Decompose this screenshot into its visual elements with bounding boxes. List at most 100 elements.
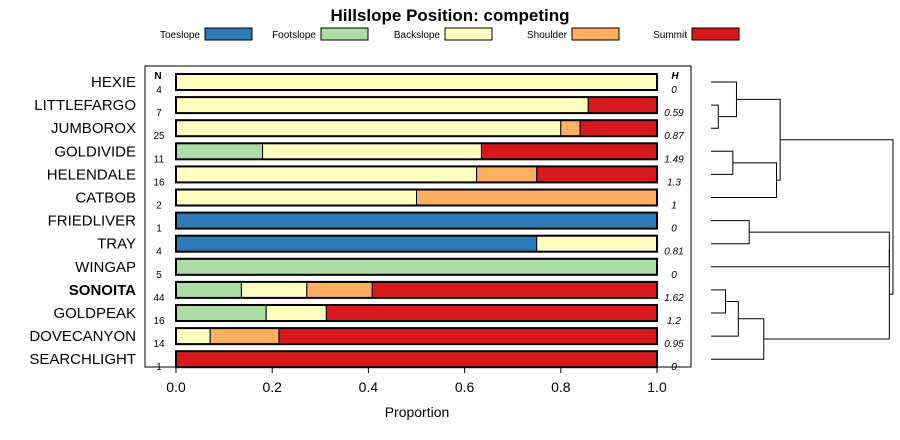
- dendrogram-link: [711, 231, 890, 268]
- row-label: TRAY: [97, 236, 136, 253]
- legend-label-backslope: Backslope: [394, 30, 441, 41]
- row-label: DOVECANYON: [29, 328, 136, 345]
- bar-outline: [175, 304, 658, 322]
- bar-outline: [175, 350, 658, 369]
- row-label: WINGAP: [75, 259, 136, 276]
- bar-segment-footslope: [175, 281, 242, 299]
- h-value: 1.3: [667, 177, 681, 188]
- bar-segment-summit: [175, 350, 658, 368]
- bar-segment-summit: [371, 281, 658, 299]
- bar-segment-backslope: [175, 119, 562, 137]
- bar-segment-backslope: [265, 304, 327, 322]
- bar-segment-backslope: [175, 73, 658, 91]
- bar-segment-backslope: [262, 142, 482, 160]
- bar-segment-toeslope: [175, 235, 538, 253]
- row-label: SEARCHLIGHT: [29, 351, 136, 368]
- h-value: 0.81: [664, 247, 683, 258]
- dendrogram-link: [711, 318, 765, 360]
- h-value: 1.2: [667, 316, 681, 327]
- bar-segment-shoulder: [416, 189, 658, 206]
- bar-segment-backslope: [240, 281, 308, 299]
- bar-segment-footslope: [175, 258, 658, 276]
- row-label: HEXIE: [91, 74, 136, 91]
- bar-segment-footslope: [175, 142, 264, 160]
- h-value: 0: [671, 362, 677, 373]
- h-value: 1: [671, 201, 677, 212]
- dendrogram-link: [711, 104, 719, 129]
- h-value: 1.62: [664, 293, 684, 304]
- row-label: JUMBOROX: [51, 120, 136, 137]
- bar-segment-shoulder: [306, 281, 373, 299]
- dendrogram-link: [780, 139, 894, 295]
- bar-outline: [175, 211, 658, 230]
- bar-outline: [175, 234, 658, 253]
- legend-label-summit: Summit: [653, 30, 687, 41]
- bar-outline: [175, 73, 658, 91]
- x-tick-label: 0.4: [359, 379, 379, 395]
- bar-segment-summit: [579, 119, 658, 137]
- bar-segment-backslope: [536, 235, 658, 253]
- h-value: 0.59: [664, 108, 684, 119]
- bar-segment-summit: [480, 142, 658, 160]
- legend-swatch-shoulder: [571, 27, 620, 41]
- legend-label-footslope: Footslope: [272, 30, 316, 41]
- bar-segment-toeslope: [175, 212, 658, 230]
- bar-outline: [175, 327, 658, 346]
- legend-label-shoulder: Shoulder: [527, 30, 568, 41]
- row-label: CATBOB: [75, 190, 136, 207]
- dendrogram-link: [763, 249, 890, 340]
- bar-outline: [175, 188, 658, 207]
- row-label: SONOITA: [69, 282, 136, 299]
- row-label: HELENDALE: [47, 166, 136, 183]
- dendrogram-link: [736, 98, 781, 181]
- n-value: 14: [153, 339, 165, 350]
- bar-outline: [175, 280, 658, 299]
- bar-segment-summit: [278, 327, 658, 345]
- bar-segment-shoulder: [476, 165, 538, 183]
- dendrogram-link: [711, 150, 734, 175]
- n-value: 7: [156, 108, 162, 119]
- h-header: H: [671, 71, 679, 82]
- n-value: 1: [156, 224, 162, 235]
- x-tick-label: 1.0: [647, 379, 667, 395]
- bar-segment-summit: [587, 96, 658, 114]
- n-value: 4: [156, 247, 162, 258]
- n-value: 4: [156, 85, 162, 96]
- bar-segment-backslope: [175, 327, 211, 345]
- h-value: 0: [671, 85, 677, 96]
- legend-label-toeslope: Toeslope: [160, 30, 200, 41]
- bar-outline: [175, 257, 658, 276]
- x-tick-label: 0.8: [551, 379, 571, 395]
- dendrogram-link: [711, 162, 778, 198]
- bar-segment-summit: [325, 304, 658, 322]
- bar-segment-shoulder: [560, 119, 581, 137]
- legend-swatch-footslope: [320, 27, 369, 41]
- legend-swatch-summit: [691, 27, 740, 41]
- x-tick-label: 0.0: [166, 379, 186, 395]
- x-tick-label: 0.2: [262, 379, 282, 395]
- h-value: 0.95: [664, 339, 684, 350]
- dendrogram-link: [711, 81, 737, 118]
- n-value: 16: [153, 177, 165, 188]
- bar-outline: [175, 142, 658, 161]
- h-value: 0: [671, 224, 677, 235]
- row-label: GOLDPEAK: [53, 305, 136, 322]
- h-value: 0.87: [664, 131, 684, 142]
- dendrogram-link: [711, 220, 750, 245]
- dendrogram: [711, 81, 894, 360]
- dendrogram-link: [711, 289, 727, 314]
- bar-outline: [175, 165, 658, 184]
- bar-segment-backslope: [175, 96, 589, 114]
- bar-segment-shoulder: [209, 327, 280, 345]
- n-value: 25: [153, 131, 165, 142]
- row-label: FRIEDLIVER: [48, 213, 137, 230]
- x-axis: 0.0 0.2 0.4 0.6 0.8 1.0: [166, 367, 667, 395]
- legend-swatch-backslope: [444, 27, 493, 41]
- n-value: 11: [154, 154, 165, 165]
- n-value: 16: [153, 316, 165, 327]
- n-value: 5: [156, 270, 162, 281]
- n-value: 2: [156, 201, 162, 212]
- bar-segment-backslope: [175, 165, 478, 183]
